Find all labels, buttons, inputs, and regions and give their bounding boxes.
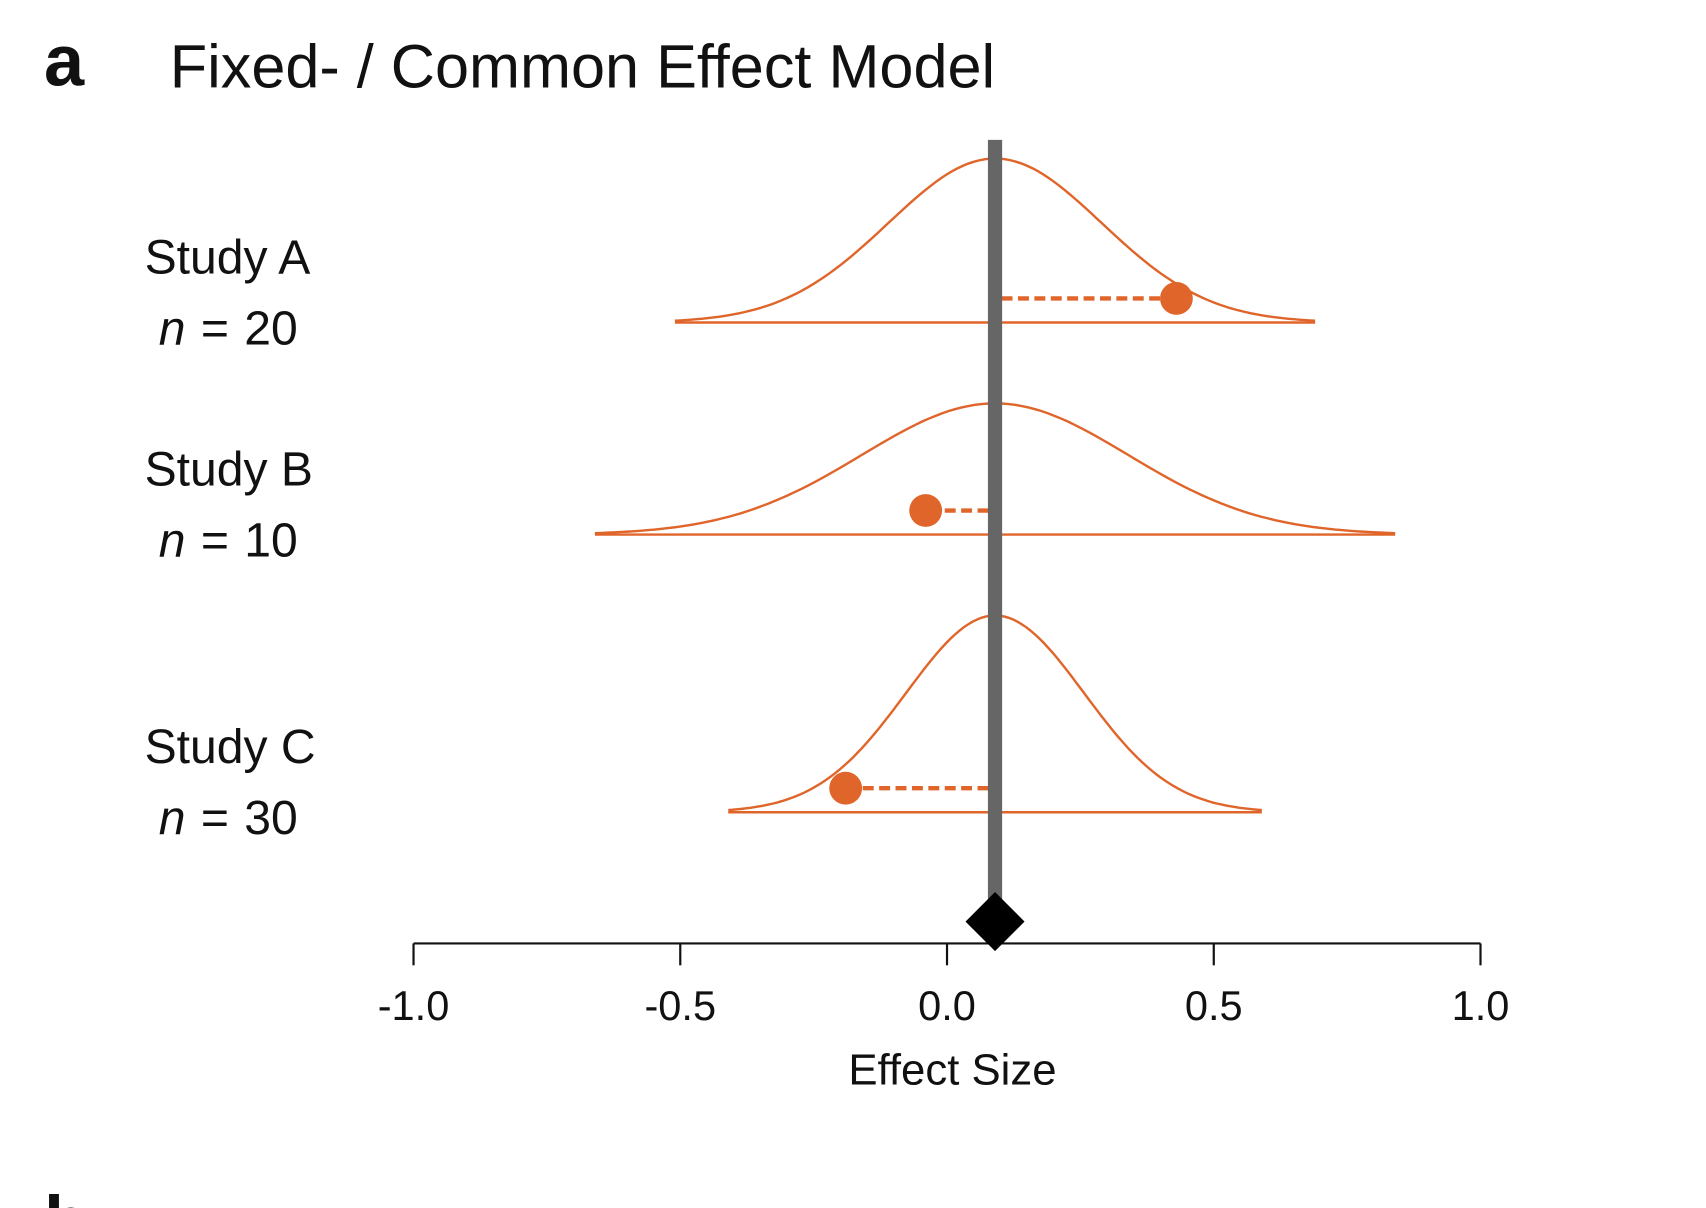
x-tick-label: -0.5	[644, 982, 716, 1029]
pooled-diamond	[965, 892, 1025, 952]
study-name: Study C	[145, 720, 316, 774]
x-tick-label: 1.0	[1452, 982, 1510, 1029]
x-tick-label: 0.0	[918, 982, 976, 1029]
study-n: n = 20	[159, 301, 298, 355]
n-equals: =	[201, 791, 229, 845]
n-symbol: n	[159, 513, 186, 567]
n-value: 20	[244, 301, 298, 355]
n-value: 10	[244, 513, 298, 567]
study-n: n = 10	[159, 513, 298, 567]
chart-title: Fixed- / Common Effect Model	[170, 32, 995, 100]
panel-label: a	[44, 21, 85, 101]
study-n: n = 30	[159, 791, 298, 845]
n-symbol: n	[159, 301, 186, 355]
n-symbol: n	[159, 791, 186, 845]
study-estimate	[909, 494, 943, 527]
n-value: 30	[244, 791, 298, 845]
study-estimate	[829, 771, 863, 805]
n-equals: =	[201, 301, 229, 355]
x-axis-title: Effect Size	[848, 1045, 1056, 1094]
study-estimate	[1160, 282, 1193, 315]
x-tick-label: -1.0	[378, 982, 450, 1029]
study-name: Study B	[145, 442, 313, 496]
panel-label: b	[44, 1182, 88, 1208]
n-equals: =	[201, 513, 229, 567]
x-tick-label: 0.5	[1185, 982, 1243, 1029]
study-name: Study A	[145, 230, 311, 284]
